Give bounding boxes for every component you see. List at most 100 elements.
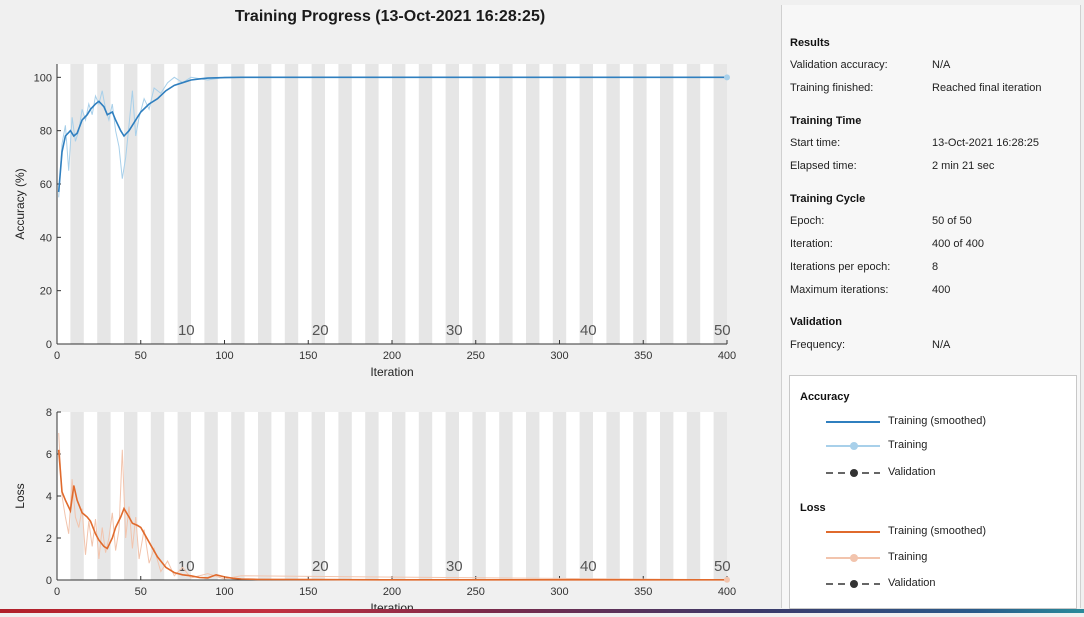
loss-epoch-band xyxy=(660,412,674,580)
accuracy-x-tick-label: 150 xyxy=(299,350,317,362)
accuracy-epoch-band xyxy=(392,64,406,344)
loss-x-tick-label: 50 xyxy=(135,586,147,598)
accuracy-x-tick-label: 50 xyxy=(135,350,147,362)
accuracy-epoch-band xyxy=(526,64,540,344)
accuracy-epoch-band xyxy=(633,64,647,344)
accuracy-epoch-band xyxy=(204,64,218,344)
training-time-section-title: Training Time xyxy=(790,115,862,127)
legend-loss-validation: Validation xyxy=(800,576,1070,592)
legend-accuracy-training: Training xyxy=(800,438,1070,454)
loss-epoch-band xyxy=(204,412,218,580)
legend-box: Accuracy Training (smoothed) Training xyxy=(789,375,1077,609)
loss-epoch-band xyxy=(231,412,245,580)
page-title: Training Progress (13-Oct-2021 16:28:25) xyxy=(234,8,546,25)
accuracy-epoch-label: 20 xyxy=(312,322,329,339)
accuracy-epoch-band xyxy=(231,64,245,344)
loss-epoch-band xyxy=(633,412,647,580)
loss-epoch-label: 50 xyxy=(714,558,731,575)
accuracy-y-tick-label: 100 xyxy=(34,72,52,84)
loss-epoch-band xyxy=(606,412,620,580)
accuracy-epoch-band xyxy=(418,64,433,344)
plots-area: 10 20 30 40 50 0 20 40 60 80 100 0 50 100 150 200 250 300… xyxy=(13,64,736,615)
elapsed-time-value: 2 min 21 sec xyxy=(932,160,995,172)
accuracy-epoch-band xyxy=(124,64,138,344)
accuracy-epoch-band xyxy=(445,64,459,344)
validation-section-title: Validation xyxy=(790,316,842,328)
loss-x-tick-label: 0 xyxy=(54,586,60,598)
accuracy-epoch-band xyxy=(579,64,593,344)
start-time-label: Start time: xyxy=(790,137,841,149)
start-time-value: 13-Oct-2021 16:28:25 xyxy=(932,137,1040,149)
loss-y-axis-label: Loss xyxy=(13,483,27,508)
iteration-value: 400 of 400 xyxy=(932,238,984,250)
accuracy-epoch-label: 30 xyxy=(446,322,463,339)
loss-epoch-label: 30 xyxy=(446,558,463,575)
accuracy-epoch-band xyxy=(338,64,352,344)
legend-loss-validation-label: Validation xyxy=(888,577,936,589)
legend-accuracy-validation-swatch xyxy=(826,469,880,477)
training-finished-value: Reached final iteration xyxy=(932,82,1042,94)
loss-x-tick-label: 350 xyxy=(634,586,652,598)
loss-epoch-band xyxy=(177,412,191,580)
legend-accuracy-title: Accuracy xyxy=(800,391,850,403)
accuracy-epoch-band xyxy=(606,64,620,344)
loss-x-tick-label: 300 xyxy=(550,586,568,598)
accuracy-epoch-label: 50 xyxy=(714,322,731,339)
epoch-label: Epoch: xyxy=(790,215,825,227)
loss-epoch-band xyxy=(472,412,486,580)
accuracy-x-axis-label: Iteration xyxy=(370,365,413,379)
elapsed-time-label: Elapsed time: xyxy=(790,160,857,172)
legend-accuracy-smoothed: Training (smoothed) xyxy=(800,414,1070,430)
loss-epoch-band xyxy=(70,412,84,580)
accuracy-epoch-band xyxy=(284,64,299,344)
loss-y-tick-label: 8 xyxy=(46,407,52,419)
loss-y-tick-label: 4 xyxy=(46,491,52,503)
accuracy-epoch-band xyxy=(177,64,191,344)
loss-y-tick-label: 0 xyxy=(46,575,52,587)
loss-epoch-band xyxy=(713,412,727,580)
validation-accuracy-label: Validation accuracy: xyxy=(790,59,888,71)
loss-epoch-band xyxy=(97,412,111,580)
legend-loss-smoothed: Training (smoothed) xyxy=(800,524,1070,540)
loss-epoch-band xyxy=(552,412,567,580)
loss-epoch-band xyxy=(311,412,325,580)
iteration-label: Iteration: xyxy=(790,238,833,250)
accuracy-x-tick-label: 350 xyxy=(634,350,652,362)
loss-x-tick-label: 250 xyxy=(467,586,485,598)
loss-epoch-band xyxy=(445,412,459,580)
loss-y-tick-label: 6 xyxy=(46,449,52,461)
accuracy-epoch-band xyxy=(311,64,325,344)
loss-epoch-band xyxy=(338,412,352,580)
legend-accuracy-smoothed-label: Training (smoothed) xyxy=(888,415,987,427)
loss-x-tick-label: 400 xyxy=(718,586,736,598)
legend-accuracy-validation: Validation xyxy=(800,465,1070,481)
frequency-label: Frequency: xyxy=(790,339,846,351)
frequency-value: N/A xyxy=(932,339,951,351)
legend-loss-smoothed-swatch xyxy=(826,531,880,533)
accuracy-y-tick-label: 0 xyxy=(46,339,52,351)
loss-epoch-band xyxy=(499,412,513,580)
legend-loss-training: Training xyxy=(800,550,1070,566)
side-panel: Results Validation accuracy: N/A Trainin… xyxy=(781,5,1081,609)
accuracy-x-tick-label: 250 xyxy=(467,350,485,362)
loss-epoch-label: 10 xyxy=(178,558,195,575)
loss-x-tick-label: 200 xyxy=(383,586,401,598)
legend-accuracy-smoothed-swatch xyxy=(826,421,880,423)
loss-epoch-band xyxy=(365,412,379,580)
max-iterations-value: 400 xyxy=(932,284,951,296)
accuracy-y-tick-label: 80 xyxy=(40,126,52,138)
loss-training-smoothed-line xyxy=(57,449,727,581)
legend-loss-validation-swatch xyxy=(826,580,880,588)
loss-epoch-band xyxy=(526,412,540,580)
loss-epoch-band xyxy=(284,412,299,580)
accuracy-epoch-band xyxy=(70,64,84,344)
accuracy-epoch-band xyxy=(365,64,379,344)
loss-epoch-label: 20 xyxy=(312,558,329,575)
accuracy-epoch-band xyxy=(97,64,111,344)
accuracy-epoch-band xyxy=(686,64,701,344)
loss-epoch-label: 40 xyxy=(580,558,597,575)
accuracy-y-tick-label: 40 xyxy=(40,232,52,244)
bottom-color-stripe xyxy=(0,609,1084,613)
legend-accuracy-training-label: Training xyxy=(888,439,928,451)
